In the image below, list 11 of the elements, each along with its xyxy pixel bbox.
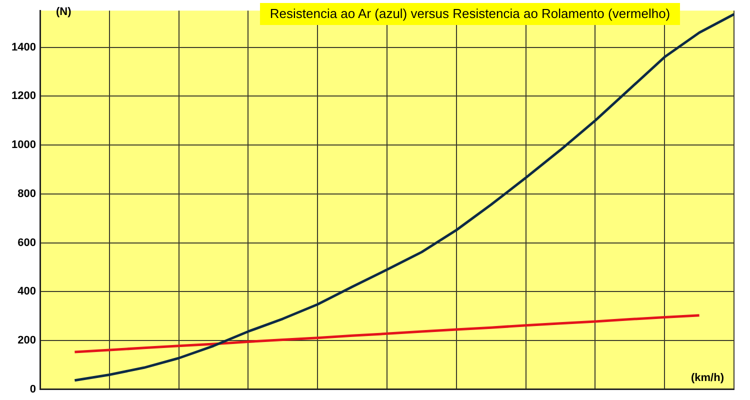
y-tick-label: 600	[18, 236, 36, 249]
y-tick-label: 200	[18, 334, 36, 347]
y-tick-label: 400	[18, 286, 36, 298]
chart-title: Resistencia ao Ar (azul) versus Resistencia ao Rolamento (vermelho)	[260, 3, 680, 25]
x-axis-title: (km/h)	[691, 372, 724, 384]
y-tick-label: 0	[30, 383, 36, 396]
y-tick-label: 1200	[12, 90, 36, 102]
y-tick-label: 1000	[12, 139, 36, 152]
y-axis-title: (N)	[56, 6, 72, 18]
y-tick-label: 800	[18, 188, 36, 200]
y-tick-label: 1400	[12, 41, 36, 54]
